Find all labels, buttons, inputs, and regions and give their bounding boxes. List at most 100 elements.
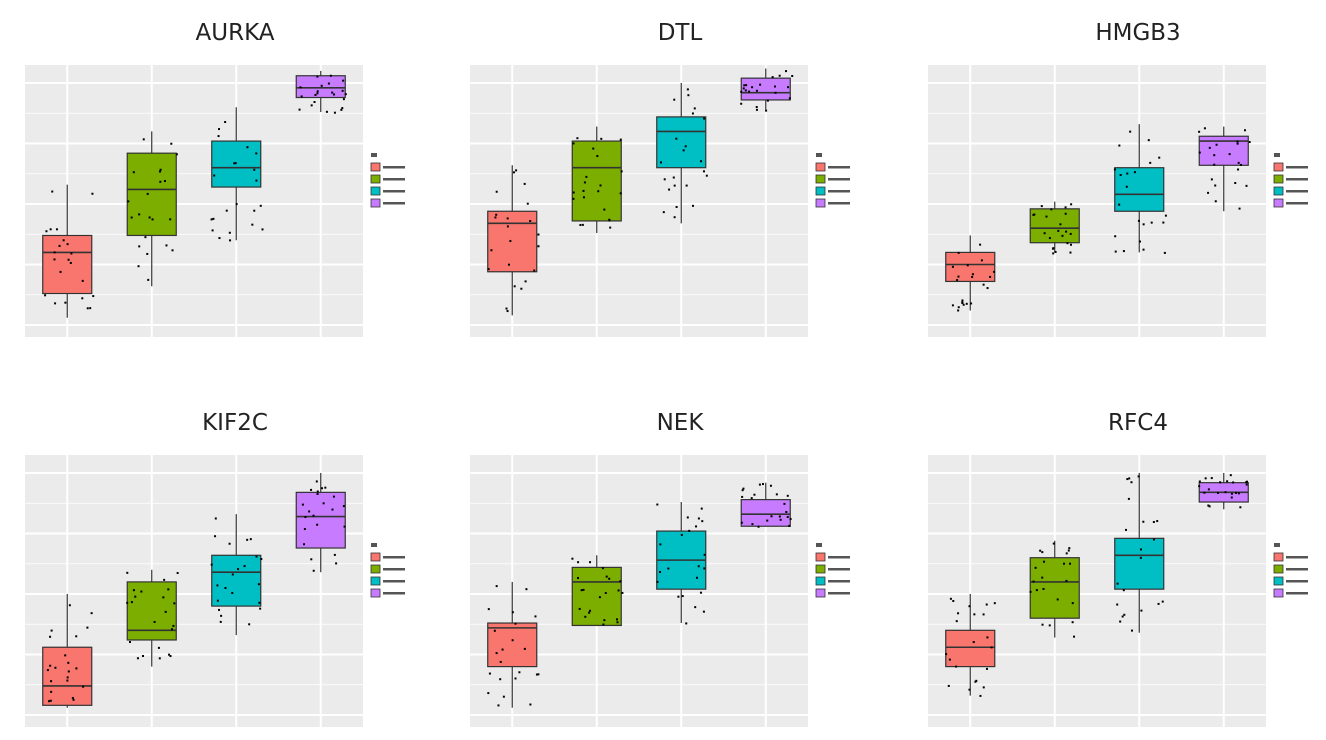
data-point xyxy=(1041,623,1044,626)
box-group-4 xyxy=(295,473,346,573)
data-point xyxy=(342,505,345,508)
data-point xyxy=(1064,206,1067,209)
data-point xyxy=(1157,602,1160,605)
data-point xyxy=(968,688,971,691)
data-point xyxy=(1116,603,1119,606)
box-group-4 xyxy=(295,70,347,114)
box-group-2 xyxy=(571,126,623,234)
box xyxy=(1114,537,1165,590)
data-point xyxy=(64,654,67,657)
data-point xyxy=(1245,184,1248,187)
box xyxy=(295,491,346,549)
legend-label-mark xyxy=(383,592,405,595)
data-point xyxy=(301,503,304,506)
data-point xyxy=(333,553,336,556)
data-point xyxy=(316,490,319,493)
data-point xyxy=(659,543,662,546)
legend-label-mark xyxy=(828,592,850,595)
data-point xyxy=(162,596,165,599)
data-point xyxy=(957,251,960,254)
legend-label-mark xyxy=(1286,178,1308,181)
legend-key xyxy=(815,564,826,574)
data-point xyxy=(520,287,523,290)
data-point xyxy=(955,620,958,623)
data-point xyxy=(210,218,213,221)
data-point xyxy=(300,95,303,98)
data-point xyxy=(663,178,666,181)
legend-key xyxy=(1273,552,1284,562)
data-point xyxy=(47,700,50,703)
legend-key xyxy=(815,588,826,598)
data-point xyxy=(740,102,743,105)
data-point xyxy=(167,588,170,591)
data-point xyxy=(534,615,537,618)
data-point xyxy=(1228,153,1231,156)
data-point xyxy=(1229,474,1232,477)
data-point xyxy=(1056,598,1059,601)
data-point xyxy=(173,602,176,605)
data-point xyxy=(699,591,702,594)
data-point xyxy=(164,610,167,613)
data-point xyxy=(673,216,676,219)
data-point xyxy=(1045,215,1048,218)
data-point xyxy=(327,82,330,85)
data-point xyxy=(511,611,514,614)
box xyxy=(740,499,791,527)
data-point xyxy=(298,108,301,111)
box-group-2 xyxy=(126,131,178,287)
data-point xyxy=(1239,163,1242,166)
box-group-3 xyxy=(210,514,263,636)
data-point xyxy=(64,301,67,304)
data-point xyxy=(234,162,237,165)
data-point xyxy=(656,503,659,506)
data-point xyxy=(142,138,145,141)
legend-label-mark xyxy=(828,202,850,205)
data-point xyxy=(1149,161,1152,164)
data-point xyxy=(140,590,143,593)
data-point xyxy=(45,230,48,233)
data-point xyxy=(316,90,319,93)
data-point xyxy=(218,237,221,240)
data-point xyxy=(962,303,965,306)
legend-label-mark xyxy=(1286,568,1308,571)
data-point xyxy=(692,204,695,207)
data-point xyxy=(656,580,659,583)
data-point xyxy=(324,486,327,489)
data-point xyxy=(514,677,517,680)
data-point xyxy=(75,667,78,670)
data-point xyxy=(1059,223,1062,226)
data-point xyxy=(144,236,147,239)
data-point xyxy=(72,698,75,701)
data-point xyxy=(1239,506,1242,509)
data-point xyxy=(1142,248,1145,251)
data-point xyxy=(340,108,343,111)
data-point xyxy=(741,495,744,498)
data-point xyxy=(81,297,84,300)
data-point xyxy=(993,602,996,605)
data-point xyxy=(341,107,344,110)
data-point xyxy=(225,209,228,212)
data-point xyxy=(975,679,978,682)
box-group-1 xyxy=(945,594,996,697)
data-point xyxy=(224,121,227,124)
data-point xyxy=(1063,562,1066,565)
data-point xyxy=(313,101,316,104)
data-point xyxy=(589,561,592,564)
data-point xyxy=(259,204,262,207)
box xyxy=(1029,208,1080,244)
data-point xyxy=(1073,635,1076,638)
data-point xyxy=(490,249,493,252)
data-point xyxy=(493,629,496,632)
data-point xyxy=(1158,156,1161,159)
data-point xyxy=(578,607,581,610)
data-point xyxy=(231,591,234,594)
data-point xyxy=(982,613,985,616)
data-point xyxy=(617,589,620,592)
data-point xyxy=(1052,252,1055,255)
data-point xyxy=(694,606,697,609)
data-point xyxy=(700,507,703,510)
data-point xyxy=(1040,205,1043,208)
box-group-4 xyxy=(1198,473,1249,510)
legend-key xyxy=(815,552,826,562)
data-point xyxy=(1041,551,1044,554)
